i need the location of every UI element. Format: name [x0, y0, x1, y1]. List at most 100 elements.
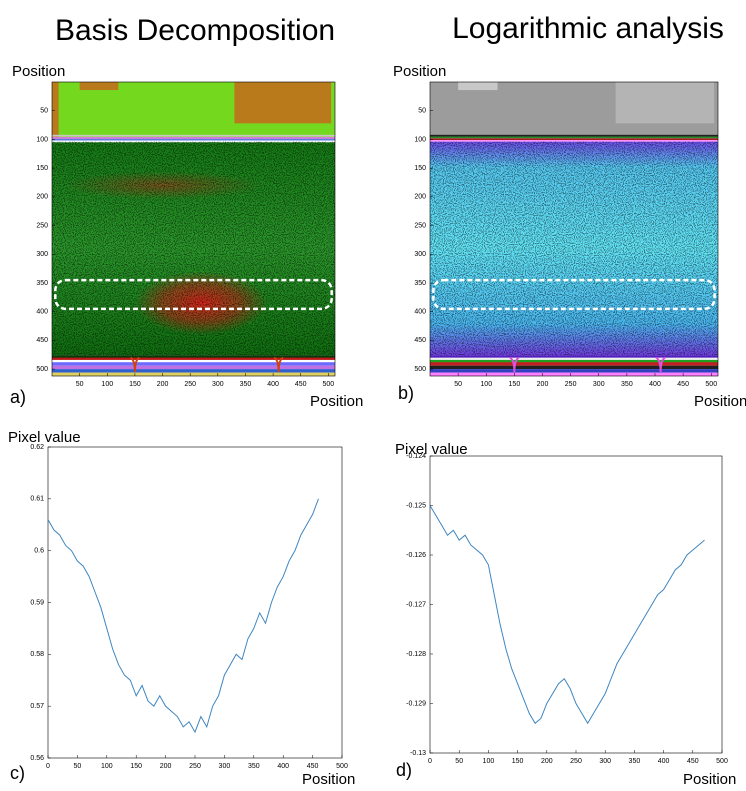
- x-axis-label: Position: [310, 393, 363, 410]
- x-tick-label: 50: [455, 758, 463, 765]
- x-tick-label: 100: [480, 381, 492, 388]
- panel-label: d): [396, 760, 412, 780]
- y-tick-label: 150: [36, 165, 48, 172]
- image-region: [615, 82, 715, 124]
- speckle-texture: [430, 141, 718, 356]
- data-line: [47, 498, 319, 734]
- stripe: [52, 359, 335, 364]
- stripe: [430, 134, 718, 137]
- y-axis-label: Pixel value: [395, 441, 468, 458]
- x-tick-label: 400: [267, 381, 279, 388]
- y-tick-label: 500: [36, 366, 48, 373]
- y-tick-label: 0.6: [34, 548, 44, 555]
- panel-label: b): [398, 383, 414, 403]
- x-tick-label: 250: [184, 381, 196, 388]
- stripe: [52, 140, 335, 143]
- panel: 0 50 100 150 200 250 300 350 400 450 500 -0.13 -0.12…: [395, 441, 736, 788]
- x-tick-label: 350: [248, 763, 260, 770]
- x-tick-label: 50: [74, 763, 82, 770]
- x-tick-label: 100: [101, 763, 113, 770]
- image-region: [79, 82, 119, 91]
- y-tick-label: -0.129: [406, 700, 426, 707]
- x-tick-label: 400: [277, 763, 289, 770]
- y-axis-label: Position: [12, 63, 65, 80]
- y-tick-label: -0.13: [410, 750, 426, 757]
- axes-box: [51, 81, 336, 377]
- x-tick-label: 200: [541, 758, 553, 765]
- panel: 50 100 150 200 250 300 350 400 450 500 50 100 150 200…: [393, 12, 746, 410]
- x-axis-label: Position: [683, 771, 736, 788]
- y-tick-label: 300: [414, 251, 426, 258]
- x-tick-label: 450: [677, 381, 689, 388]
- stripe: [430, 357, 718, 362]
- x-tick-label: 300: [593, 381, 605, 388]
- x-tick-label: 400: [649, 381, 661, 388]
- y-tick-label: 0.56: [30, 755, 44, 762]
- stripe: [52, 357, 335, 362]
- x-tick-label: 100: [101, 381, 113, 388]
- x-tick-label: 0: [428, 758, 432, 765]
- x-tick-label: 150: [129, 381, 141, 388]
- y-tick-label: 0.61: [30, 496, 44, 503]
- y-tick-label: 150: [414, 165, 426, 172]
- stripe: [52, 355, 335, 359]
- y-tick-label: 50: [418, 108, 426, 115]
- y-tick-label: 450: [36, 337, 48, 344]
- y-tick-label: 350: [414, 280, 426, 287]
- x-tick-label: 250: [189, 763, 201, 770]
- y-axis-label: Pixel value: [8, 429, 81, 446]
- y-tick-label: 250: [414, 222, 426, 229]
- y-tick-label: -0.128: [406, 651, 426, 658]
- x-tick-label: 200: [157, 381, 169, 388]
- stripe: [430, 365, 718, 370]
- stripe: [52, 365, 335, 370]
- y-tick-label: 0.59: [30, 599, 44, 606]
- x-tick-label: 250: [565, 381, 577, 388]
- y-tick-label: -0.125: [406, 502, 426, 509]
- x-tick-label: 450: [687, 758, 699, 765]
- x-tick-label: 200: [537, 381, 549, 388]
- stripe: [52, 137, 335, 139]
- stripe: [52, 134, 335, 137]
- stripe: [430, 359, 718, 364]
- x-tick-label: 50: [454, 381, 462, 388]
- x-tick-label: 500: [716, 758, 728, 765]
- stripe: [430, 369, 718, 373]
- stripe: [430, 136, 718, 139]
- y-tick-label: -0.126: [406, 552, 426, 559]
- axes-box: [429, 81, 719, 377]
- y-tick-label: -0.124: [406, 453, 426, 460]
- x-tick-label: 200: [160, 763, 172, 770]
- x-tick-label: 300: [219, 763, 231, 770]
- y-tick-label: 300: [36, 251, 48, 258]
- y-tick-label: 50: [40, 108, 48, 115]
- x-tick-label: 450: [295, 381, 307, 388]
- panel: 0 50 100 150 200 250 300 350 400 450 500 0.56 0.57 0.…: [8, 429, 355, 788]
- x-tick-label: 150: [512, 758, 524, 765]
- x-tick-label: 100: [483, 758, 495, 765]
- y-axis-label: Position: [393, 63, 446, 80]
- x-axis-label: Position: [694, 393, 746, 410]
- x-tick-label: 500: [705, 381, 717, 388]
- speckle-texture: [52, 141, 335, 356]
- roi-box: [54, 278, 333, 311]
- y-tick-label: 100: [36, 136, 48, 143]
- x-tick-label: 400: [658, 758, 670, 765]
- axes-box: [429, 455, 723, 754]
- x-tick-label: 300: [599, 758, 611, 765]
- y-tick-label: 500: [414, 366, 426, 373]
- stripe: [430, 372, 718, 376]
- y-tick-label: 400: [36, 309, 48, 316]
- panel-label: c): [10, 763, 25, 783]
- notch: [509, 356, 520, 372]
- stripe: [52, 369, 335, 373]
- x-tick-label: 50: [76, 381, 84, 388]
- x-tick-label: 500: [336, 763, 348, 770]
- stripe: [430, 138, 718, 140]
- y-tick-label: 100: [414, 136, 426, 143]
- x-tick-label: 300: [212, 381, 224, 388]
- image-region: [52, 82, 59, 138]
- y-tick-label: 200: [414, 194, 426, 201]
